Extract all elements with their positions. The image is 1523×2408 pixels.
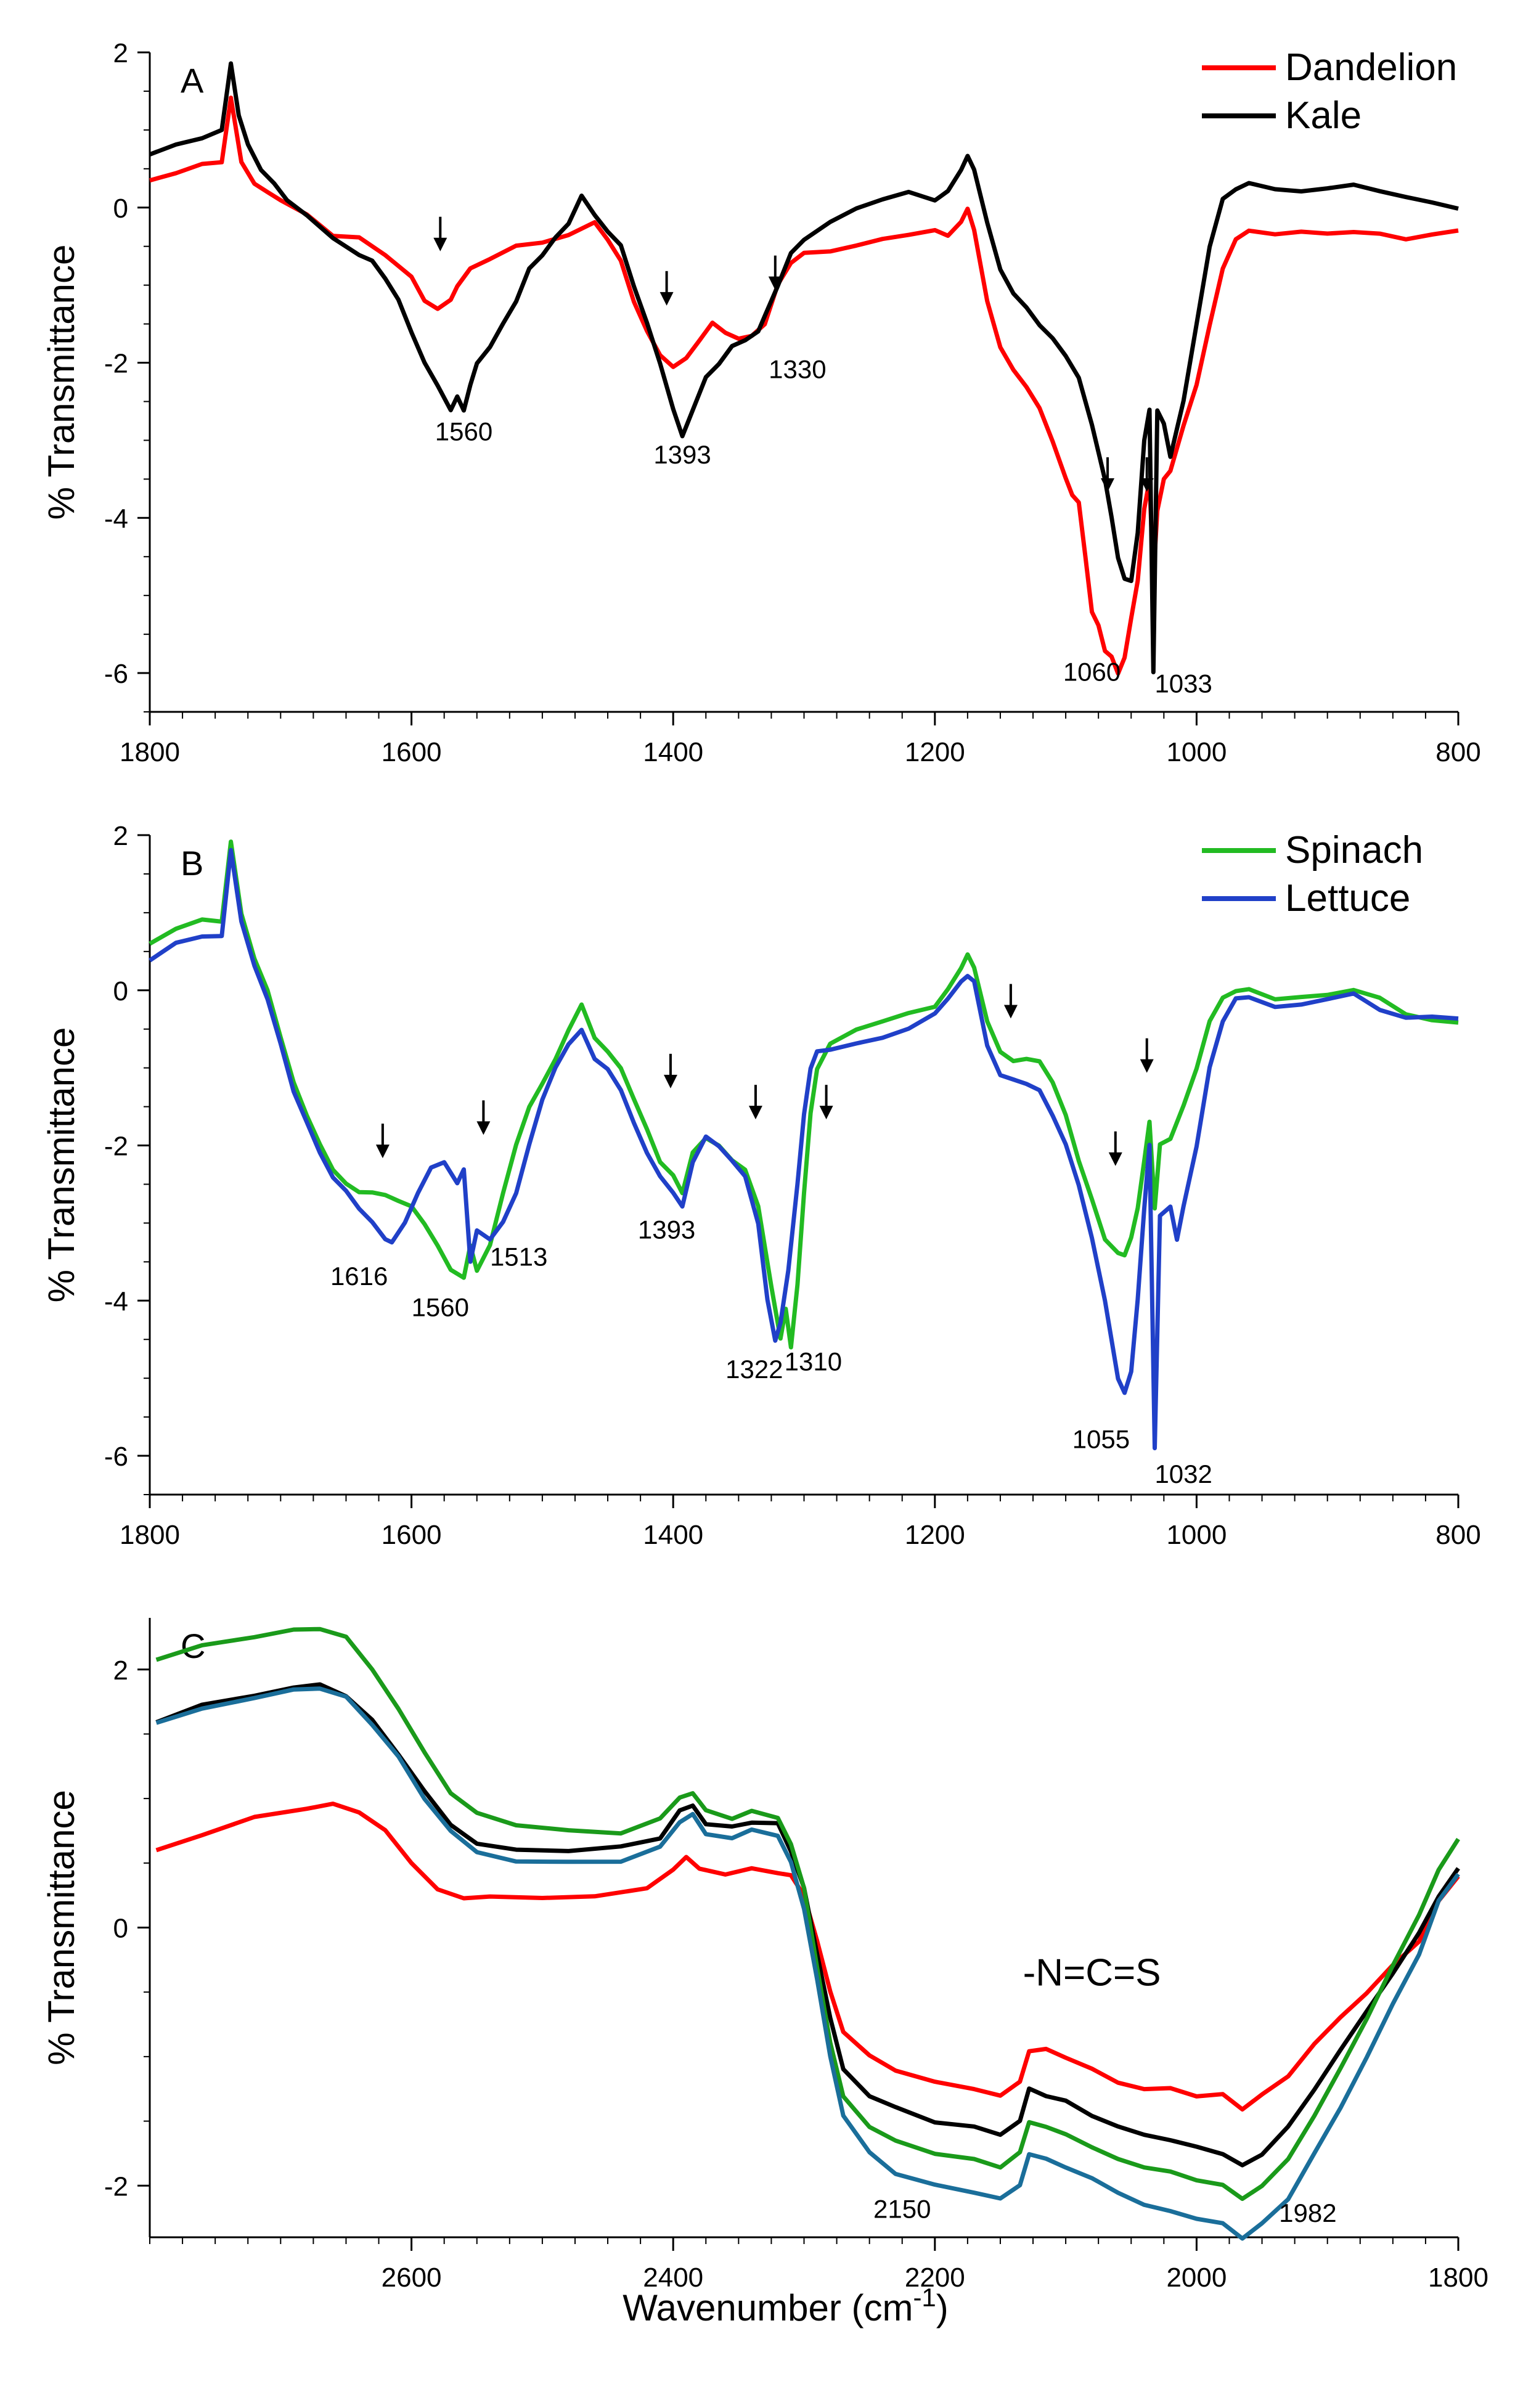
peak-label: 1033: [1154, 669, 1212, 698]
series-line-4: [155, 1686, 1460, 2241]
arrow-head: [1140, 478, 1154, 492]
x-tick-label: 1600: [382, 1520, 442, 1550]
legend-label: Lettuce: [1285, 877, 1410, 920]
panel-a: 1800 1600 1400 1200 1000 800 2 0 -2 -4 -6 % Transmi…: [41, 38, 1481, 767]
x-tick-label: 1000: [1166, 1520, 1227, 1550]
arrow-head: [375, 1145, 390, 1159]
panel-b: 1800 1600 1400 1200 1000 800 2 0 -2 -4 -6 % Transmi…: [41, 821, 1481, 1550]
peak-label: 1393: [638, 1215, 695, 1244]
series-line-spinach: [149, 839, 1459, 1350]
x-tick-label: 1400: [643, 1520, 703, 1550]
x-tick-label: 800: [1435, 737, 1480, 767]
peak-arrow: [1003, 984, 1018, 1019]
series-line-kale: [149, 61, 1459, 675]
x-tick-label: 2200: [905, 2263, 965, 2293]
arrow-head: [663, 1074, 677, 1088]
x-tick-label: 1200: [905, 1520, 965, 1550]
peak-arrow: [476, 1100, 491, 1135]
x-tick-label: 1200: [905, 737, 965, 767]
arrow-head: [1140, 1059, 1154, 1073]
series-line-1: [155, 1802, 1460, 2112]
peak-label: 2150: [873, 2195, 931, 2224]
peak-arrow: [1108, 1131, 1122, 1166]
arrow-head: [433, 237, 447, 251]
peak-label: 1060: [1063, 658, 1121, 687]
peak-label: 1032: [1154, 1459, 1212, 1488]
series-line-dandelion: [149, 96, 1459, 676]
x-axis-label: Wavenumber (cm-1): [623, 2283, 949, 2329]
peak-arrow: [768, 255, 782, 290]
arrow-head: [1108, 1152, 1122, 1166]
y-axis-label: % Transmittance: [41, 1790, 82, 2065]
arrow-head: [768, 276, 782, 290]
panel-letter: B: [181, 844, 203, 883]
legend-label: Spinach: [1285, 829, 1423, 871]
peak-arrow: [659, 271, 674, 306]
peak-arrow: [375, 1124, 390, 1159]
peak-label: 1393: [653, 440, 711, 469]
panel-letter: A: [181, 61, 204, 100]
x-tick-label: 1400: [643, 737, 703, 767]
peak-label: 1322: [725, 1355, 783, 1384]
arrow-head: [1101, 478, 1115, 492]
x-tick-label: 1600: [382, 737, 442, 767]
peak-arrow: [748, 1085, 762, 1120]
peak-label: 1982: [1279, 2198, 1336, 2227]
y-tick-label: 2: [113, 1655, 128, 1686]
peak-label: 1560: [412, 1292, 469, 1321]
y-tick-label: 0: [113, 976, 128, 1006]
peak-label: 1330: [769, 355, 826, 384]
y-tick-label: -6: [104, 1442, 128, 1472]
peak-arrow: [1140, 457, 1154, 492]
arrow-head: [1003, 1005, 1018, 1019]
y-tick-label: -2: [104, 2171, 128, 2202]
y-tick-label: -2: [104, 349, 128, 379]
x-tick-label: 2400: [643, 2263, 703, 2293]
y-tick-label: 2: [113, 38, 128, 68]
peak-label: 1616: [330, 1262, 388, 1291]
y-axis-label: % Transmittance: [41, 1027, 82, 1303]
x-tick-label: 1000: [1166, 737, 1227, 767]
y-tick-label: -2: [104, 1132, 128, 1162]
y-tick-label: -6: [104, 659, 128, 689]
y-tick-label: 0: [113, 1914, 128, 1944]
peak-arrow: [819, 1085, 833, 1120]
arrow-head: [659, 292, 674, 306]
y-tick-label: -4: [104, 1286, 128, 1316]
series-line-2: [155, 1682, 1460, 2168]
peak-arrow: [433, 216, 447, 251]
x-tick-label: 2000: [1166, 2263, 1227, 2293]
y-tick-label: 2: [113, 821, 128, 851]
x-tick-label: 1800: [120, 1520, 180, 1550]
arrow-head: [748, 1106, 762, 1120]
peak-label: -N=C=S: [1023, 1952, 1161, 1994]
legend-label: Dandelion: [1285, 46, 1457, 89]
arrow-head: [476, 1121, 491, 1135]
peak-label: 1513: [490, 1243, 547, 1271]
arrow-head: [819, 1106, 833, 1120]
legend-label: Kale: [1285, 94, 1362, 137]
peak-label: 1310: [785, 1347, 842, 1376]
peak-arrow: [663, 1053, 677, 1088]
peak-label: 1560: [435, 417, 492, 446]
x-tick-label: 800: [1435, 1520, 1480, 1550]
peak-label: 1055: [1072, 1424, 1130, 1453]
series-line-3: [155, 1626, 1460, 2202]
x-tick-label: 1800: [120, 737, 180, 767]
y-axis-label: % Transmittance: [41, 245, 82, 520]
x-tick-label: 1800: [1428, 2263, 1488, 2293]
peak-arrow: [1140, 1038, 1154, 1073]
y-tick-label: 0: [113, 194, 128, 224]
series-line-lettuce: [149, 847, 1459, 1451]
y-tick-label: -4: [104, 504, 128, 534]
peak-arrow: [1101, 457, 1115, 492]
x-tick-label: 2600: [382, 2263, 442, 2293]
